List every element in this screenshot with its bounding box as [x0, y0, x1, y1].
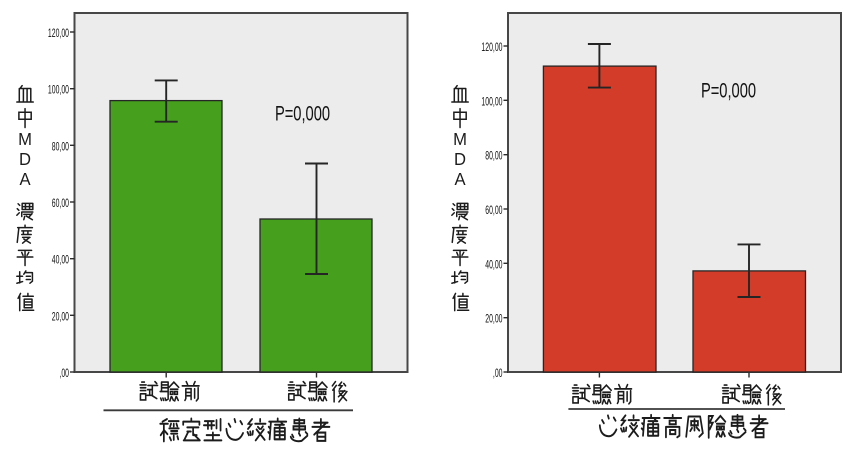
- svg-text:20,00: 20,00: [485, 313, 502, 326]
- svg-text:P=0,000: P=0,000: [275, 102, 330, 125]
- svg-text:M: M: [18, 130, 32, 149]
- svg-text:D: D: [454, 150, 466, 169]
- svg-text:A: A: [19, 170, 31, 189]
- svg-text:120,00: 120,00: [48, 27, 69, 40]
- svg-text:60,00: 60,00: [485, 204, 502, 217]
- svg-text:M: M: [453, 130, 467, 149]
- svg-text:100,00: 100,00: [481, 96, 502, 109]
- svg-text:,00: ,00: [59, 367, 69, 380]
- svg-text:120,00: 120,00: [481, 41, 502, 54]
- svg-text:40,00: 40,00: [52, 254, 69, 267]
- svg-text:D: D: [19, 150, 31, 169]
- svg-text:,00: ,00: [493, 367, 503, 380]
- svg-text:40,00: 40,00: [485, 259, 502, 272]
- svg-text:20,00: 20,00: [52, 311, 69, 324]
- svg-text:A: A: [454, 170, 466, 189]
- svg-text:100,00: 100,00: [48, 84, 69, 97]
- svg-text:60,00: 60,00: [52, 197, 69, 210]
- svg-text:P=0,000: P=0,000: [701, 79, 756, 102]
- svg-text:80,00: 80,00: [52, 141, 69, 154]
- svg-text:80,00: 80,00: [485, 150, 502, 163]
